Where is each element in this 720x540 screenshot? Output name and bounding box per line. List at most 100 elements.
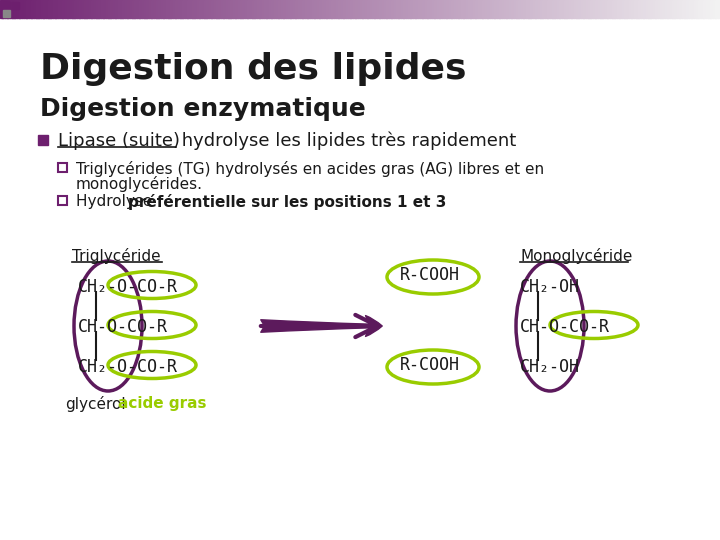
Bar (475, 0, 478, 18)
Bar (670, 0, 672, 18)
Bar (274, 0, 276, 18)
Bar (180, 0, 183, 18)
Bar (595, 0, 598, 18)
Bar (254, 0, 257, 18)
Bar (38, 135, 48, 145)
Bar (504, 0, 507, 18)
Bar (492, 0, 495, 18)
Bar (454, 0, 456, 18)
Bar (636, 0, 639, 18)
Bar (382, 0, 384, 18)
Bar (161, 0, 163, 18)
Bar (279, 0, 282, 18)
Bar (535, 0, 538, 18)
Bar (199, 0, 202, 18)
Bar (108, 0, 111, 18)
Bar (574, 0, 577, 18)
Bar (432, 0, 435, 18)
Bar (679, 0, 682, 18)
Bar (207, 0, 210, 18)
Bar (660, 0, 663, 18)
Bar (281, 0, 284, 18)
Bar (113, 0, 116, 18)
Bar (665, 0, 667, 18)
Bar (243, 0, 246, 18)
Bar (139, 0, 142, 18)
Bar (12, 0, 15, 18)
Bar (434, 0, 437, 18)
Bar (387, 0, 390, 18)
Bar (63, 0, 66, 18)
Bar (194, 0, 197, 18)
Bar (135, 0, 138, 18)
Bar (466, 0, 469, 18)
Bar (358, 0, 361, 18)
Bar (146, 0, 149, 18)
Bar (600, 0, 603, 18)
Bar (423, 0, 426, 18)
Bar (547, 0, 550, 18)
Bar (569, 0, 572, 18)
Bar (603, 0, 606, 18)
Bar (509, 0, 512, 18)
Bar (374, 0, 377, 18)
Bar (360, 0, 363, 18)
Bar (398, 0, 401, 18)
Bar (367, 0, 370, 18)
Bar (2, 0, 5, 18)
Bar (585, 0, 588, 18)
Bar (696, 0, 699, 18)
Bar (362, 0, 365, 18)
Bar (17, 0, 19, 18)
Bar (408, 0, 411, 18)
Bar (151, 0, 154, 18)
Bar (672, 0, 675, 18)
Text: CH₂-OH: CH₂-OH (520, 278, 580, 296)
Bar (122, 0, 125, 18)
Bar (290, 0, 293, 18)
Bar (300, 0, 303, 18)
Bar (655, 0, 658, 18)
Bar (629, 0, 631, 18)
Bar (29, 0, 32, 18)
Bar (319, 0, 322, 18)
Bar (624, 0, 627, 18)
Text: Lipase (suite): Lipase (suite) (58, 132, 180, 150)
Bar (3, 10, 10, 17)
Bar (297, 0, 300, 18)
Bar (53, 0, 55, 18)
Bar (523, 0, 526, 18)
Bar (449, 0, 451, 18)
Bar (617, 0, 620, 18)
Text: CH₂-O-CO-R: CH₂-O-CO-R (78, 358, 178, 376)
Bar (86, 0, 89, 18)
Bar (204, 0, 207, 18)
Bar (65, 0, 68, 18)
Bar (542, 0, 545, 18)
Bar (667, 0, 670, 18)
Bar (27, 0, 30, 18)
Bar (571, 0, 574, 18)
Bar (715, 0, 718, 18)
Bar (698, 0, 701, 18)
Bar (346, 0, 348, 18)
Bar (511, 0, 514, 18)
Bar (137, 0, 140, 18)
Bar (437, 0, 440, 18)
Text: monoglycérides.: monoglycérides. (76, 176, 203, 192)
Text: Triglycérides (TG) hydrolysés en acides gras (AG) libres et en: Triglycérides (TG) hydrolysés en acides … (76, 161, 544, 177)
Text: R-COOH: R-COOH (400, 356, 460, 374)
Bar (540, 0, 543, 18)
Bar (552, 0, 555, 18)
Bar (84, 0, 87, 18)
Bar (271, 0, 274, 18)
Bar (583, 0, 586, 18)
Bar (142, 0, 145, 18)
Bar (396, 0, 399, 18)
Bar (81, 0, 84, 18)
Bar (238, 0, 240, 18)
Bar (99, 0, 102, 18)
Bar (495, 0, 498, 18)
Bar (252, 0, 255, 18)
Bar (312, 0, 315, 18)
